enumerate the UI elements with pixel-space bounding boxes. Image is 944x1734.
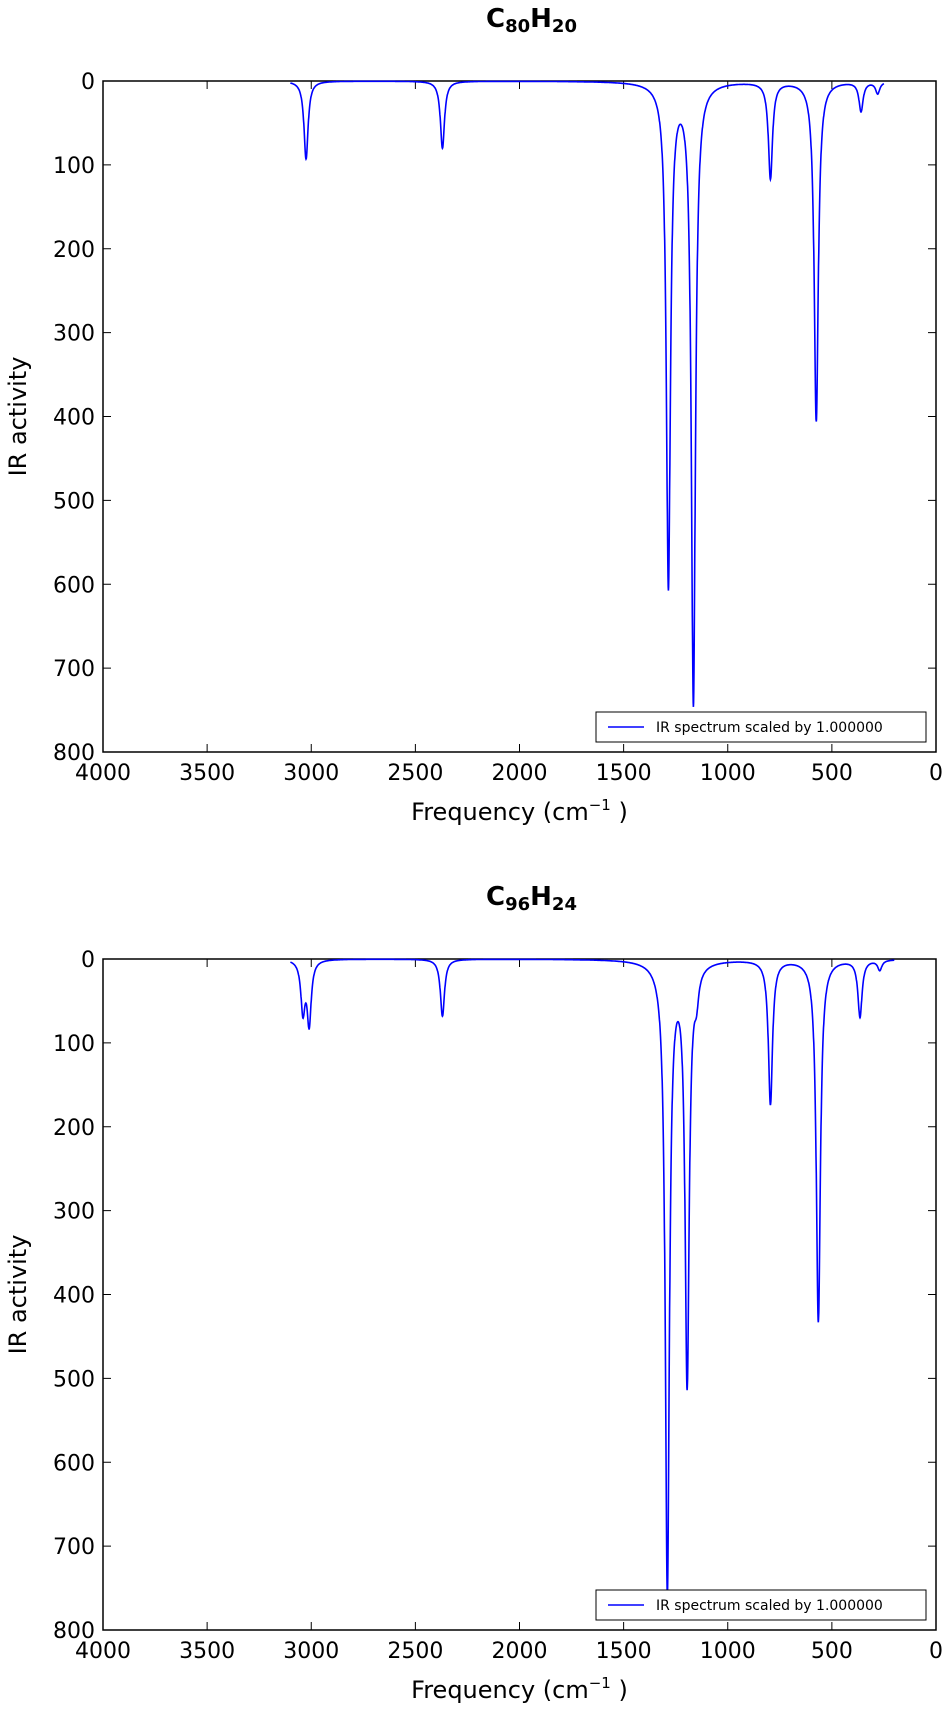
plot-frame <box>102 80 937 753</box>
y-tick-label: 700 <box>53 1535 95 1560</box>
chart-title: C96H24 <box>486 882 577 915</box>
y-tick-label: 200 <box>53 238 95 263</box>
spectrum-panel-c80h20: C80H20 4000 3500 3000 2500 2000 1500 1000 500 0 0 1… <box>0 0 944 856</box>
plot-frame <box>102 958 937 1631</box>
ir-spectrum-chart-c80h20: C80H20 4000 3500 3000 2500 2000 1500 1000 500 0 0 1… <box>4 4 943 826</box>
legend-entry: IR spectrum scaled by 1.000000 <box>656 720 883 736</box>
y-tick-label: 300 <box>53 322 95 347</box>
x-tick-label: 500 <box>811 761 853 786</box>
x-tick-label: 1000 <box>700 1639 756 1664</box>
x-tick-label: 4000 <box>75 1639 131 1664</box>
y-axis-label: IR activity <box>4 357 32 477</box>
y-tick-label: 600 <box>53 573 95 598</box>
x-axis-label: Frequency (cm−1 ) <box>411 1674 628 1704</box>
y-tick-label: 400 <box>53 406 95 431</box>
y-axis-label: IR activity <box>4 1235 32 1355</box>
y-tick-label: 500 <box>53 1367 95 1392</box>
y-tick-label: 600 <box>53 1451 95 1476</box>
x-tick-label: 2500 <box>387 761 443 786</box>
x-tick-label: 4000 <box>75 761 131 786</box>
y-tick-label: 800 <box>53 741 95 766</box>
y-tick-label: 400 <box>53 1284 95 1309</box>
y-tick-label: 100 <box>53 154 95 179</box>
x-tick-label: 3500 <box>179 1639 235 1664</box>
legend-box <box>595 1589 927 1621</box>
x-tick-label: 500 <box>811 1639 853 1664</box>
y-tick-label: 800 <box>53 1619 95 1644</box>
spectrum-panel-c96h24: C96H24 4000 3500 3000 2500 2000 1500 1000 500 0 0 1… <box>0 878 944 1734</box>
x-tick-label: 2000 <box>492 1639 548 1664</box>
y-tick-label: 0 <box>81 948 95 973</box>
legend-box <box>595 711 927 743</box>
x-axis-label: Frequency (cm−1 ) <box>411 796 628 826</box>
x-tick-label: 2000 <box>492 761 548 786</box>
y-tick-label: 300 <box>53 1200 95 1225</box>
x-tick-label: 1500 <box>596 1639 652 1664</box>
x-tick-label: 1000 <box>700 761 756 786</box>
series-line <box>290 958 895 1594</box>
x-tick-label: 1500 <box>596 761 652 786</box>
legend: IR spectrum scaled by 1.000000 <box>595 711 927 743</box>
y-tick-label: 200 <box>53 1116 95 1141</box>
y-tick-label: 700 <box>53 657 95 682</box>
x-tick-label: 3500 <box>179 761 235 786</box>
series-line <box>290 80 885 707</box>
ir-spectrum-chart-c96h24: C96H24 4000 3500 3000 2500 2000 1500 1000 500 0 0 1… <box>4 882 943 1704</box>
legend: IR spectrum scaled by 1.000000 <box>595 1589 927 1621</box>
x-tick-label: 3000 <box>283 1639 339 1664</box>
chart-title: C80H20 <box>486 4 577 37</box>
y-tick-label: 0 <box>81 70 95 95</box>
x-tick-label: 0 <box>929 1639 943 1664</box>
y-tick-label: 500 <box>53 489 95 514</box>
x-tick-label: 2500 <box>387 1639 443 1664</box>
x-tick-label: 3000 <box>283 761 339 786</box>
x-tick-label: 0 <box>929 761 943 786</box>
y-tick-label: 100 <box>53 1032 95 1057</box>
legend-entry: IR spectrum scaled by 1.000000 <box>656 1598 883 1614</box>
